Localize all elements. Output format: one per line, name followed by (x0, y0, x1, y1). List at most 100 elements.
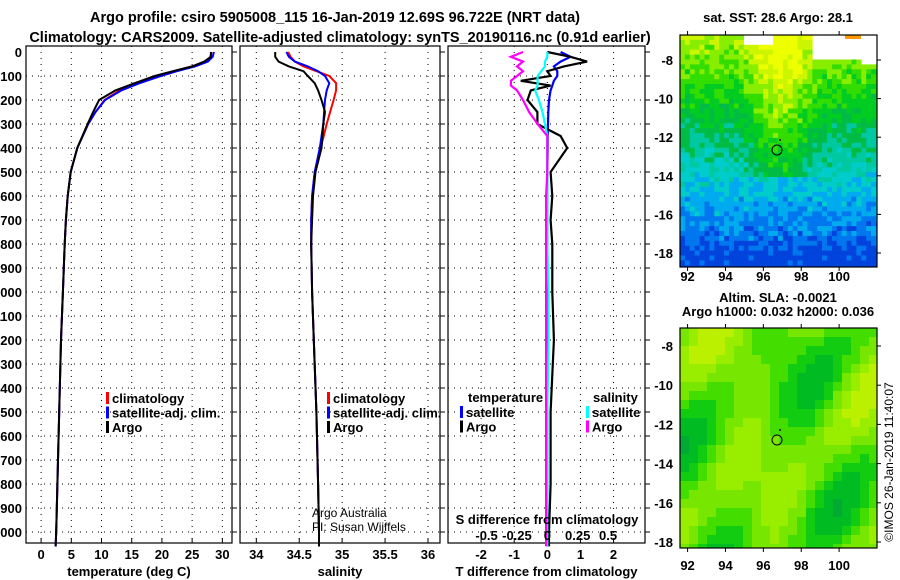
map-cell (851, 98, 857, 104)
map-cell (827, 79, 833, 85)
map-cell (704, 157, 710, 163)
map-cell (680, 382, 690, 392)
map-cell (842, 454, 852, 464)
map-cell (773, 64, 779, 70)
map-cell (802, 211, 808, 217)
map-cell (797, 54, 803, 60)
map-cell (782, 123, 789, 129)
map-cell (836, 196, 842, 202)
map-cell (684, 108, 691, 114)
map-frame (679, 327, 878, 549)
map-cell (689, 74, 695, 80)
map-cell (748, 142, 754, 148)
map-cell (788, 535, 798, 545)
map-cell (860, 409, 870, 419)
map-cell (792, 128, 798, 134)
map-cell (753, 240, 759, 246)
map-cell (836, 133, 842, 139)
map-cell (842, 364, 852, 374)
map-cell (734, 436, 744, 446)
map-cell (714, 142, 720, 148)
map-cell (817, 221, 823, 227)
map-cell (861, 221, 867, 227)
map-cell (684, 54, 691, 60)
map-cell (699, 59, 705, 65)
map-cell (763, 84, 769, 90)
map-cell (782, 64, 789, 70)
map-cell (851, 436, 861, 446)
map-cell (866, 177, 872, 183)
map-cell (812, 113, 818, 119)
map-cell (773, 133, 779, 139)
map-cell (792, 74, 798, 80)
map-cell (704, 201, 710, 207)
map-cell (758, 74, 764, 80)
map-cell (866, 196, 872, 202)
map-cell (719, 182, 725, 188)
map-cell (812, 133, 818, 139)
map-cell (758, 182, 764, 188)
map-cell (743, 93, 749, 99)
map-cell (812, 231, 818, 237)
map-cell (748, 44, 754, 50)
y-tick-label: 400 (0, 141, 22, 156)
map-cell (763, 235, 769, 242)
map-cell (856, 191, 862, 197)
map-cell (812, 64, 818, 70)
map-cell (797, 328, 807, 338)
map-cell (724, 74, 730, 80)
map-cell (738, 137, 744, 144)
map-cell (689, 108, 695, 114)
map-cell (684, 265, 691, 268)
map-cell (807, 147, 813, 153)
map-cell (699, 54, 705, 60)
map-cell (716, 364, 726, 374)
map-cell (812, 74, 818, 80)
map-cell (689, 128, 695, 134)
map-cell (719, 196, 725, 202)
map-cell (866, 157, 872, 163)
lon-tick-label: 96 (756, 558, 770, 573)
map-cell (704, 260, 710, 266)
map-cell (698, 526, 708, 536)
map-cell (841, 74, 847, 80)
map-cell (758, 137, 764, 144)
map-cell (792, 79, 798, 85)
map-cell (733, 98, 740, 104)
map-cell (807, 235, 813, 242)
map-cell (869, 490, 878, 500)
map-cell (698, 364, 708, 374)
map-cell (773, 157, 779, 163)
map-cell (831, 240, 838, 246)
map-cell (761, 544, 771, 549)
map-cell (699, 196, 705, 202)
map-cell (770, 499, 780, 509)
map-cell (822, 123, 828, 129)
map-cell (797, 382, 807, 392)
map-cell (768, 216, 774, 222)
map-cell (856, 64, 862, 70)
map-cell (807, 93, 813, 99)
map-cell (812, 108, 818, 114)
map-cell (719, 108, 725, 114)
map-cell (684, 235, 691, 242)
map-cell (689, 255, 695, 261)
map-cell (778, 128, 784, 134)
map-cell (871, 123, 877, 129)
map-cell (770, 400, 780, 410)
map-cell (869, 472, 878, 482)
map-cell (866, 118, 872, 124)
map-cell (716, 463, 726, 473)
map-cell (748, 74, 754, 80)
map-cell (797, 427, 807, 437)
map-cell (743, 221, 749, 227)
map-cell (704, 64, 710, 70)
map-cell (752, 400, 762, 410)
map-cell (841, 118, 847, 124)
map-cell (729, 93, 735, 99)
map-cell (763, 265, 769, 268)
map-cell (797, 265, 803, 268)
map-cell (797, 84, 803, 90)
map-cell (684, 79, 691, 85)
argo-track-point (779, 139, 782, 141)
